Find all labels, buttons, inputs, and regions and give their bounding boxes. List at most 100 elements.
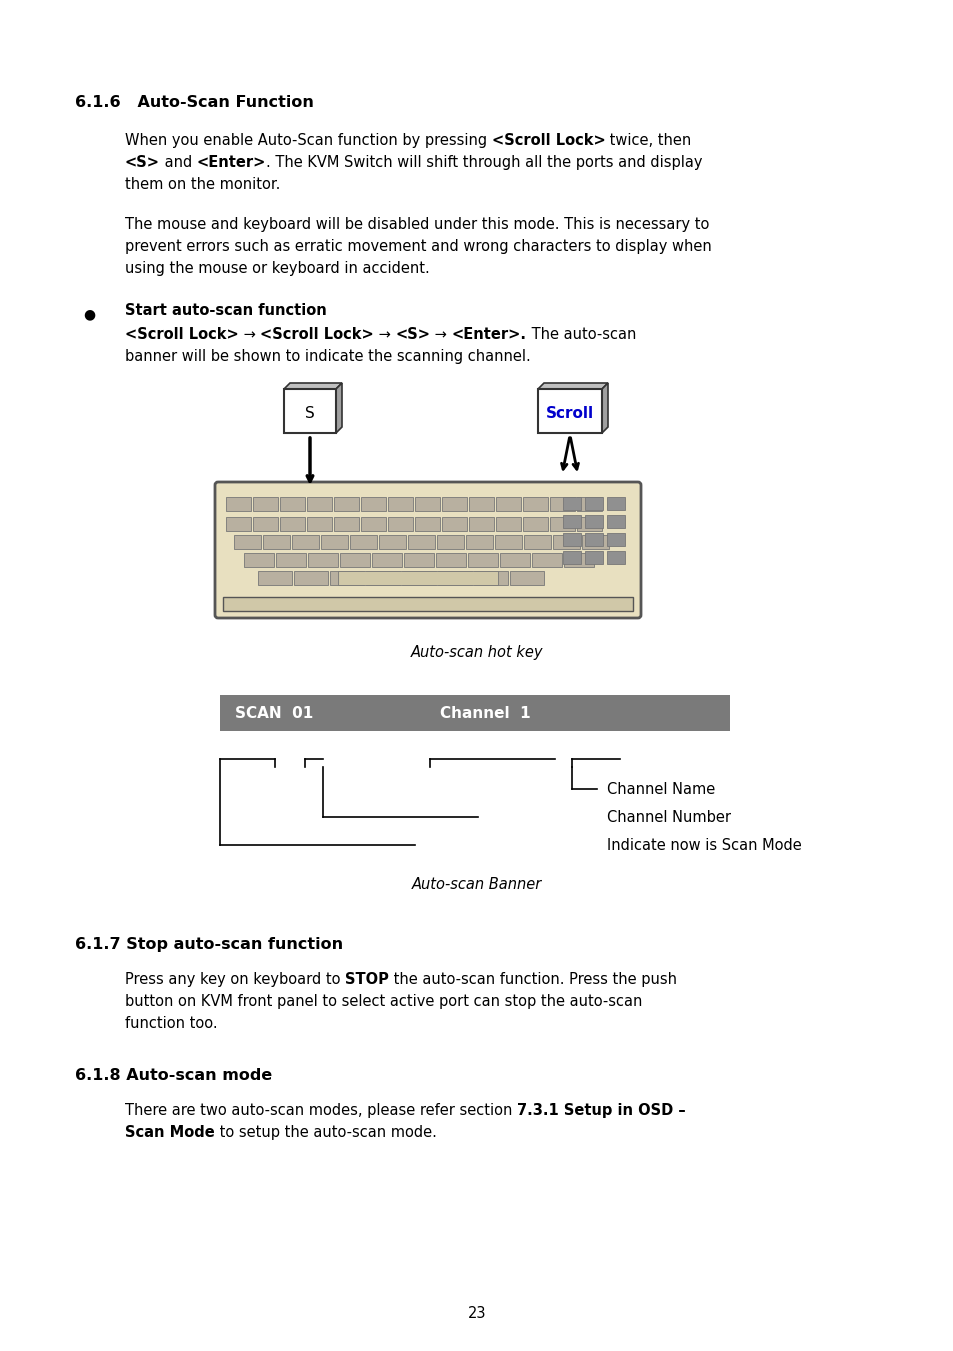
Bar bbox=[337, 571, 497, 585]
Text: 6.1.8 Auto-scan mode: 6.1.8 Auto-scan mode bbox=[75, 1069, 272, 1084]
Bar bbox=[436, 553, 465, 567]
Bar bbox=[581, 535, 608, 549]
Bar bbox=[308, 553, 337, 567]
Bar bbox=[330, 571, 364, 585]
Text: When you enable Auto-Scan function by pressing: When you enable Auto-Scan function by pr… bbox=[125, 132, 491, 149]
Text: prevent errors such as erratic movement and wrong characters to display when: prevent errors such as erratic movement … bbox=[125, 239, 711, 254]
Bar bbox=[577, 497, 601, 511]
Text: 6.1.6   Auto-Scan Function: 6.1.6 Auto-Scan Function bbox=[75, 95, 314, 109]
Bar bbox=[537, 389, 601, 434]
Text: Channel  1: Channel 1 bbox=[439, 705, 530, 720]
Bar bbox=[415, 517, 439, 531]
Text: SCAN  01: SCAN 01 bbox=[234, 705, 313, 720]
Text: The mouse and keyboard will be disabled under this mode. This is necessary to: The mouse and keyboard will be disabled … bbox=[125, 218, 709, 232]
Bar bbox=[360, 497, 386, 511]
Bar bbox=[441, 497, 467, 511]
Bar bbox=[388, 517, 413, 531]
Text: Auto-scan hot key: Auto-scan hot key bbox=[411, 644, 542, 661]
Bar bbox=[253, 497, 277, 511]
Text: STOP: STOP bbox=[345, 971, 389, 988]
Text: 23: 23 bbox=[467, 1306, 486, 1321]
Text: Indicate now is Scan Mode: Indicate now is Scan Mode bbox=[606, 838, 801, 852]
Bar bbox=[532, 553, 561, 567]
Text: <Scroll Lock>: <Scroll Lock> bbox=[125, 327, 238, 342]
Bar bbox=[496, 517, 520, 531]
Text: S: S bbox=[305, 405, 314, 420]
Bar bbox=[378, 535, 406, 549]
Text: to setup the auto-scan mode.: to setup the auto-scan mode. bbox=[214, 1125, 436, 1140]
Text: twice, then: twice, then bbox=[605, 132, 691, 149]
Text: →: → bbox=[238, 327, 260, 342]
Bar bbox=[550, 497, 575, 511]
Text: →: → bbox=[374, 327, 395, 342]
Bar bbox=[437, 571, 472, 585]
Bar bbox=[263, 535, 290, 549]
Bar bbox=[280, 517, 305, 531]
Text: <Enter>: <Enter> bbox=[196, 155, 266, 170]
Bar bbox=[257, 571, 292, 585]
Text: 7.3.1 Setup in OSD –: 7.3.1 Setup in OSD – bbox=[517, 1102, 685, 1119]
Text: button on KVM front panel to select active port can stop the auto-scan: button on KVM front panel to select acti… bbox=[125, 994, 641, 1009]
Bar bbox=[360, 517, 386, 531]
Text: them on the monitor.: them on the monitor. bbox=[125, 177, 280, 192]
Bar bbox=[226, 517, 251, 531]
Bar bbox=[372, 553, 401, 567]
Text: the auto-scan function. Press the push: the auto-scan function. Press the push bbox=[389, 971, 677, 988]
Text: <Enter>.: <Enter>. bbox=[452, 327, 526, 342]
Bar bbox=[350, 535, 376, 549]
Bar bbox=[334, 497, 358, 511]
Text: The auto-scan: The auto-scan bbox=[526, 327, 636, 342]
Bar bbox=[606, 551, 624, 563]
Text: There are two auto-scan modes, please refer section: There are two auto-scan modes, please re… bbox=[125, 1102, 517, 1119]
Bar bbox=[562, 551, 580, 563]
Text: →: → bbox=[430, 327, 452, 342]
Bar bbox=[436, 535, 463, 549]
Bar bbox=[606, 497, 624, 509]
Bar bbox=[465, 535, 493, 549]
Bar bbox=[562, 497, 580, 509]
Bar bbox=[550, 517, 575, 531]
Bar bbox=[469, 497, 494, 511]
Bar bbox=[415, 497, 439, 511]
Text: banner will be shown to indicate the scanning channel.: banner will be shown to indicate the sca… bbox=[125, 349, 530, 363]
Bar bbox=[403, 553, 434, 567]
Bar bbox=[226, 497, 251, 511]
Bar bbox=[233, 535, 261, 549]
Bar bbox=[307, 497, 332, 511]
Polygon shape bbox=[537, 382, 607, 389]
Bar bbox=[275, 553, 306, 567]
Polygon shape bbox=[601, 382, 607, 434]
Bar bbox=[474, 571, 507, 585]
Text: 6.1.7 Stop auto-scan function: 6.1.7 Stop auto-scan function bbox=[75, 938, 343, 952]
Text: and: and bbox=[160, 155, 196, 170]
Bar bbox=[510, 571, 543, 585]
FancyBboxPatch shape bbox=[214, 482, 640, 617]
Text: Auto-scan Banner: Auto-scan Banner bbox=[412, 877, 541, 892]
Text: <Scroll Lock>: <Scroll Lock> bbox=[491, 132, 605, 149]
Bar bbox=[577, 517, 601, 531]
Bar bbox=[584, 534, 602, 546]
Text: using the mouse or keyboard in accident.: using the mouse or keyboard in accident. bbox=[125, 261, 429, 276]
Bar bbox=[499, 553, 530, 567]
Text: Scan Mode: Scan Mode bbox=[125, 1125, 214, 1140]
Bar bbox=[401, 571, 436, 585]
Bar bbox=[522, 497, 547, 511]
Bar bbox=[334, 517, 358, 531]
Bar bbox=[468, 553, 497, 567]
Bar bbox=[606, 534, 624, 546]
Bar bbox=[562, 515, 580, 528]
Bar bbox=[339, 553, 370, 567]
Text: Scroll: Scroll bbox=[545, 405, 594, 420]
Bar bbox=[320, 535, 348, 549]
Bar bbox=[244, 553, 274, 567]
Text: ●: ● bbox=[83, 307, 95, 322]
Bar bbox=[307, 517, 332, 531]
Bar bbox=[366, 571, 399, 585]
Bar bbox=[495, 535, 521, 549]
Bar bbox=[522, 517, 547, 531]
Bar bbox=[280, 497, 305, 511]
Bar bbox=[563, 553, 594, 567]
Polygon shape bbox=[284, 382, 341, 389]
Bar bbox=[606, 515, 624, 528]
Text: <S>: <S> bbox=[125, 155, 160, 170]
